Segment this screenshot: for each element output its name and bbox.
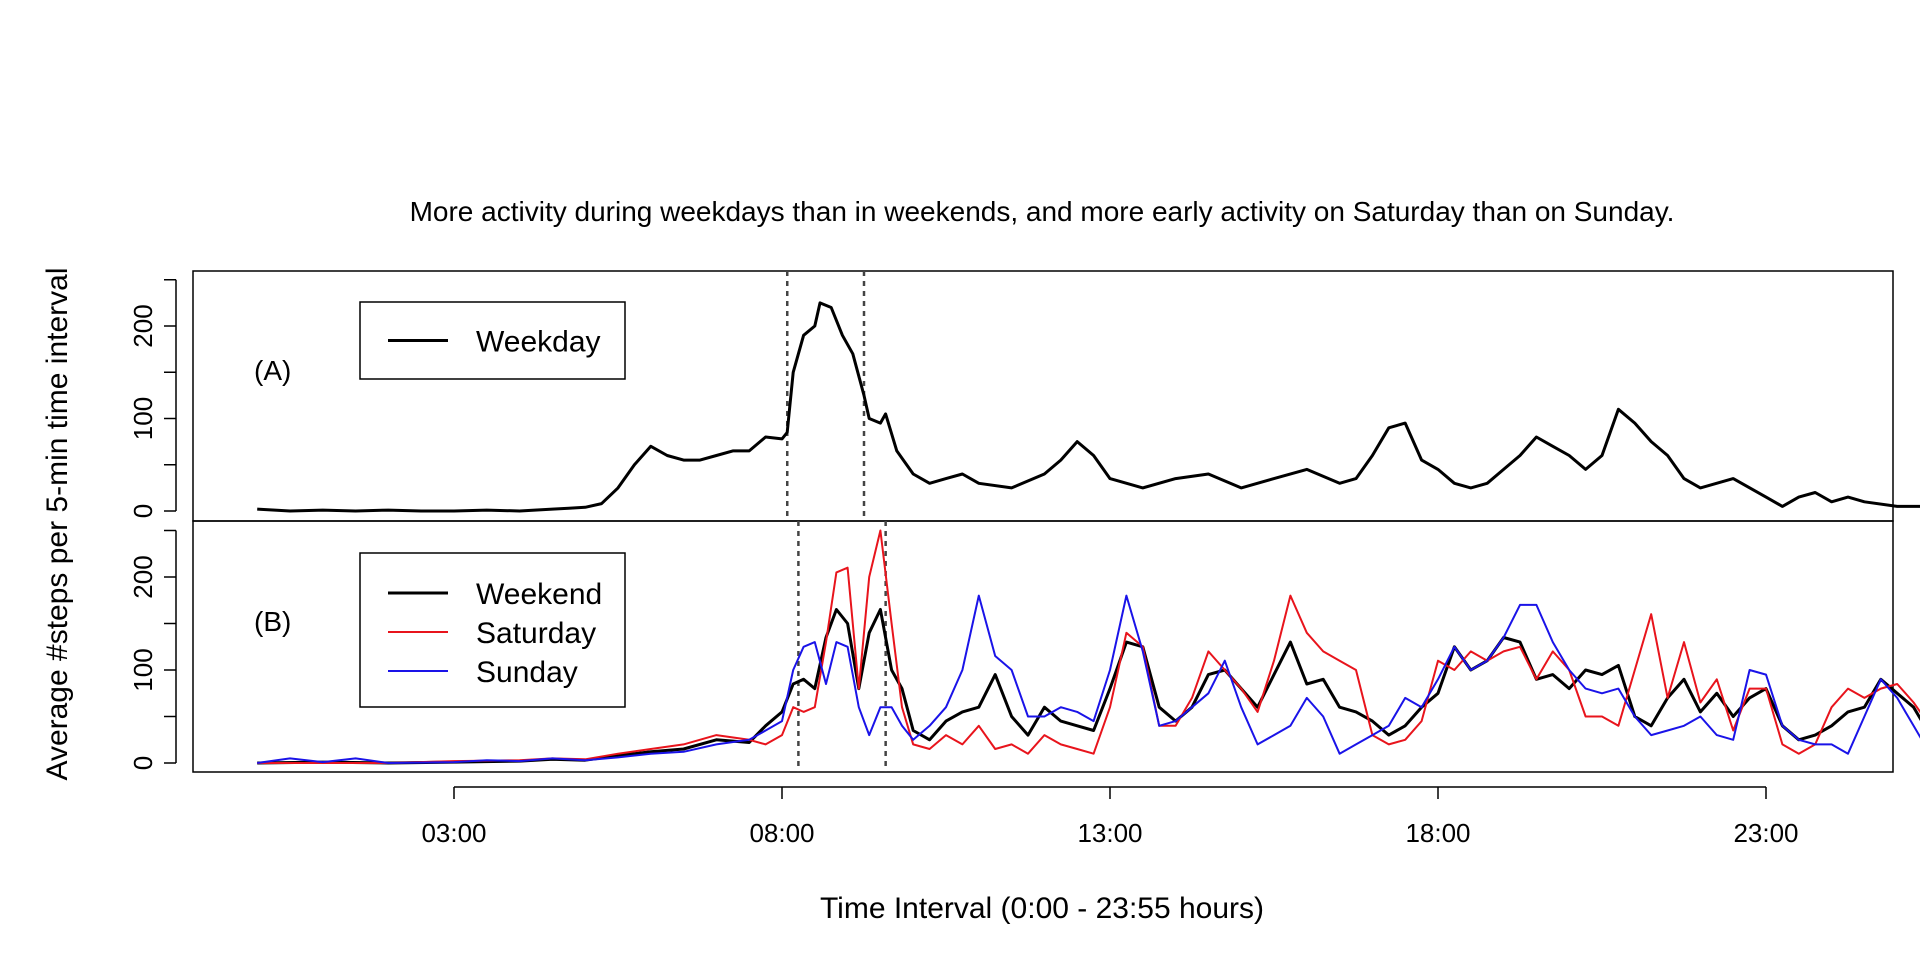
legend-label: Weekend [476,578,602,611]
series-line-saturday [257,529,1920,764]
plot-area: 03:00 08:00 13:00 18:00 23:00 0 100 200 (A) Weekd… [128,270,1920,848]
legend-box [359,301,626,380]
y-tick-label: 100 [128,397,158,440]
x-tick-label: 08:00 [749,818,814,848]
legend-label: Saturday [476,617,596,650]
x-tick-label: 18:00 [1405,818,1470,848]
panel-frame [192,520,1894,773]
y-tick-label: 100 [128,648,158,691]
y-tick-label: 0 [128,504,158,518]
y-tick-label: 200 [128,555,158,598]
x-tick-label: 23:00 [1733,818,1798,848]
y-tick-label: 0 [128,756,158,770]
series-line-weekend [257,608,1920,765]
y-tick-label: 200 [128,304,158,347]
panel-tag: (A) [254,355,291,386]
panel-tag: (B) [254,606,291,637]
series-line-weekday [257,301,1920,513]
x-tick-label: 13:00 [1077,818,1142,848]
chart-title: More activity during weekdays than in we… [410,196,1675,227]
series-line-sunday [257,594,1920,764]
x-tick-label: 03:00 [421,818,486,848]
y-axis-label: Average #steps per 5-min time interval [41,267,74,780]
legend-label: Sunday [476,656,578,689]
legend-box [359,552,626,708]
legend-label: Weekday [476,326,601,359]
x-axis-label: Time Interval (0:00 - 23:55 hours) [820,892,1264,925]
